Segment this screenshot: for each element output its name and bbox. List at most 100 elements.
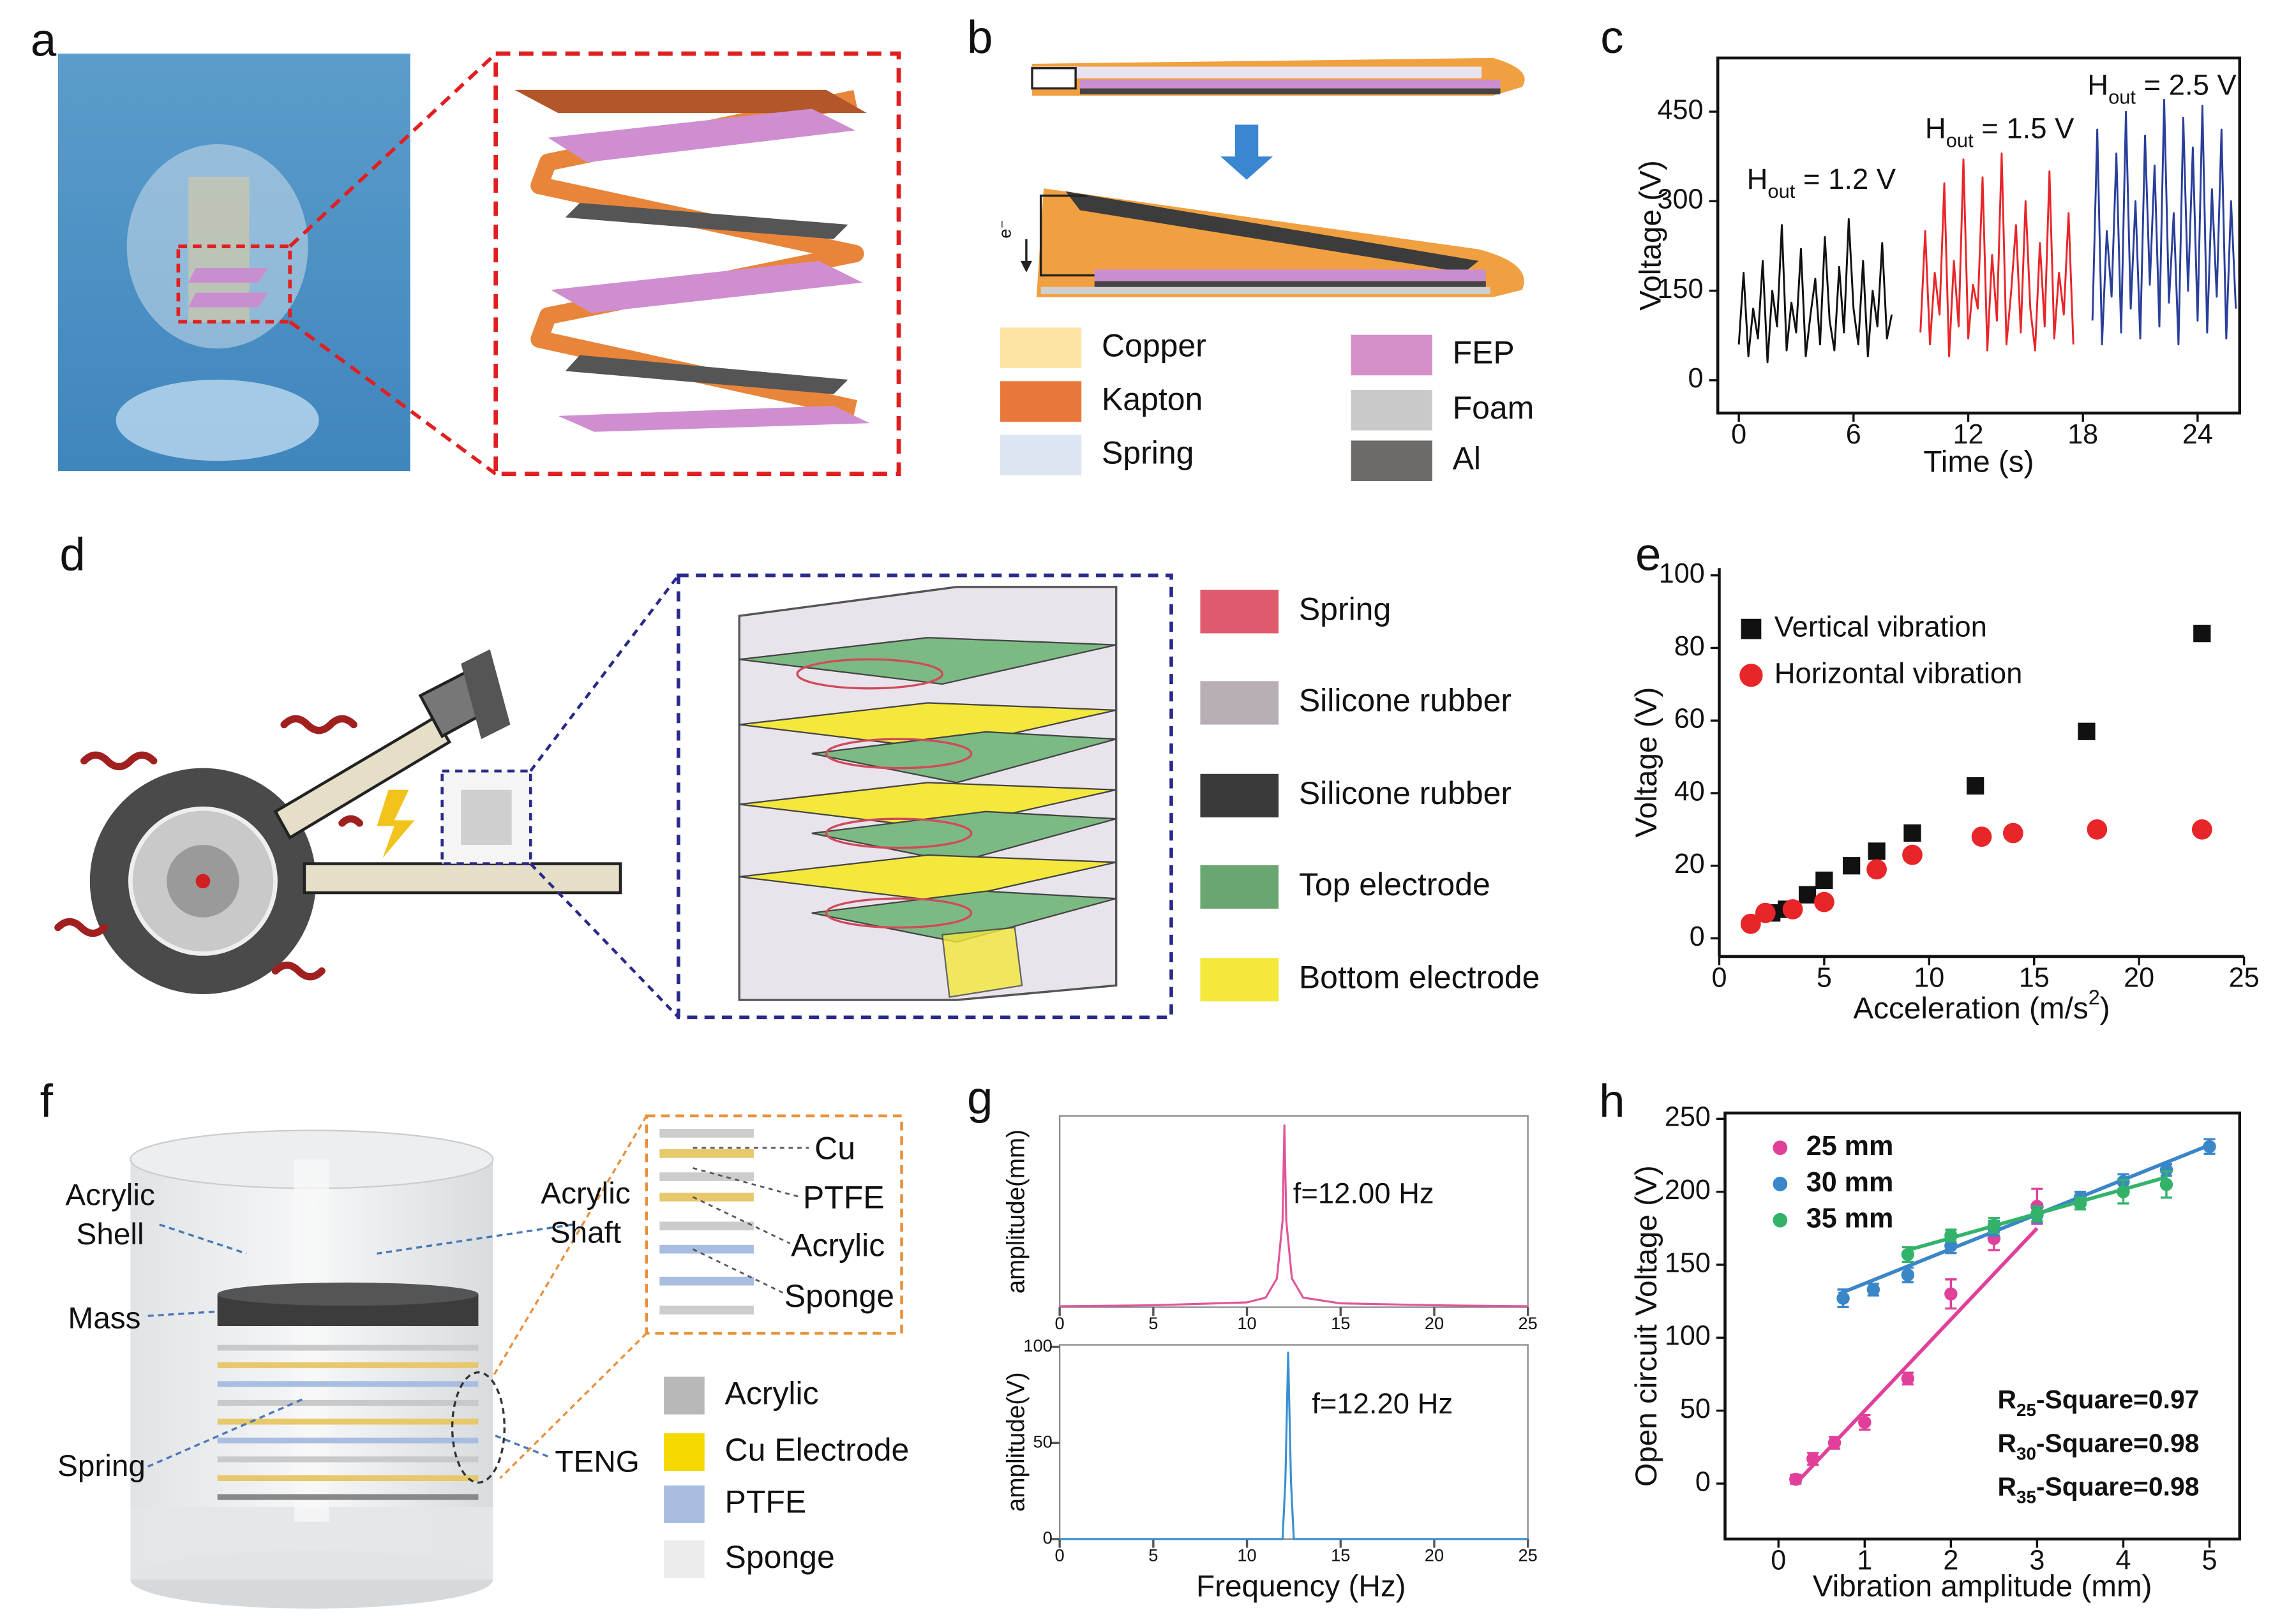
data-point	[1967, 777, 1984, 795]
legend-swatch	[664, 1433, 705, 1471]
annotation-part: out	[2108, 86, 2136, 108]
data-point	[1858, 1415, 1872, 1429]
annotation-part: R	[1998, 1385, 2017, 1414]
x-tick-label: 25	[1519, 1545, 1538, 1565]
legend-marker	[1741, 618, 1762, 639]
data-point	[1866, 859, 1887, 880]
y-tick-label: 0	[1690, 921, 1705, 952]
y-tick-label: 0	[1695, 1466, 1711, 1497]
data-point	[2203, 1140, 2216, 1154]
data-point	[2191, 819, 2212, 840]
legend-label: Vertical vibration	[1774, 611, 1987, 643]
y-tick-label: 40	[1674, 776, 1705, 807]
x-tick-label: 6	[1846, 419, 1861, 450]
x-tick-label: 12	[1953, 419, 1984, 450]
y-axis-label: amplitude(mm)	[1002, 1129, 1030, 1293]
data-point	[2030, 1207, 2044, 1221]
plot-frame	[1723, 1111, 2242, 1541]
legend-swatch	[1200, 590, 1279, 634]
legend-marker	[1773, 1177, 1788, 1191]
data-point	[2193, 625, 2211, 643]
annotation-part: -Square=0.97	[2036, 1385, 2200, 1414]
annotation-part: f=12.20 Hz	[1312, 1387, 1453, 1420]
annotation: R25-Square=0.97	[1998, 1385, 2200, 1420]
legend-label: Copper	[1102, 327, 1206, 363]
data-line	[1060, 1352, 1528, 1540]
legend-label: Silicone rubber	[1299, 683, 1512, 719]
legend-marker	[1773, 1212, 1788, 1228]
panel-a-illustration	[57, 51, 901, 477]
data-point	[1815, 871, 1833, 890]
legend-marker	[1739, 664, 1763, 687]
x-axis-label-part: Acceleration (m/s	[1853, 992, 2088, 1025]
data-point	[2078, 722, 2096, 740]
x-tick-label: 10	[1237, 1313, 1256, 1333]
data-point	[1944, 1229, 1958, 1242]
data-point	[1827, 1436, 1842, 1450]
x-tick-label: 18	[2067, 419, 2098, 450]
x-tick-label: 10	[1914, 963, 1944, 994]
annotation-part: = 1.5 V	[1974, 112, 2074, 144]
data-line	[1737, 218, 1893, 364]
data-point	[1944, 1287, 1958, 1300]
legend-label: Spring	[1102, 435, 1194, 470]
panel-b-illustration: e⁻	[994, 57, 1525, 297]
legend-marker	[1773, 1140, 1788, 1156]
data-point	[1789, 1472, 1803, 1486]
y-axis-label: Voltage (V)	[1630, 687, 1663, 838]
legend-label: FEP	[1453, 335, 1515, 371]
callout-label: Shaft	[550, 1216, 621, 1250]
annotation-part: out	[1767, 180, 1795, 202]
annotation: Hout = 2.5 V	[2087, 68, 2237, 108]
data-point	[2117, 1185, 2130, 1198]
legend-swatch	[1351, 389, 1432, 431]
annotation: R35-Square=0.98	[1998, 1471, 2200, 1507]
callout-label: Shell	[77, 1218, 144, 1251]
legend-label: Spring	[1299, 592, 1391, 627]
legend-swatch	[1351, 334, 1432, 376]
annotation: Hout = 1.2 V	[1747, 163, 1896, 202]
legend-label: Top electrode	[1299, 867, 1490, 902]
annotation-part: H	[2087, 68, 2108, 101]
legend-label: Cu Electrode	[725, 1432, 910, 1468]
data-line	[1919, 153, 2074, 357]
panel-letter: d	[59, 529, 85, 581]
y-tick-label: 450	[1658, 94, 1704, 125]
panel-letter: g	[967, 1072, 993, 1124]
annotation: f=12.20 Hz	[1312, 1387, 1453, 1420]
data-point	[1903, 824, 1921, 842]
x-tick-label: 0	[1055, 1545, 1065, 1565]
inset-label: Cu	[814, 1130, 855, 1166]
data-point	[1868, 842, 1886, 860]
x-axis-label-part: 2	[2089, 986, 2100, 1009]
annotation-part: -Square=0.98	[2036, 1428, 2200, 1457]
data-point	[2087, 819, 2108, 840]
legend-label: Kapton	[1102, 381, 1203, 417]
annotation: Hout = 1.5 V	[1925, 112, 2074, 151]
panel-letter: e	[1635, 529, 1661, 581]
y-tick-label: 100	[1023, 1336, 1052, 1355]
data-line	[1060, 1124, 1528, 1307]
legend-label: Acrylic	[725, 1375, 819, 1411]
data-point	[1843, 857, 1861, 875]
x-tick-label: 4	[2115, 1546, 2131, 1576]
y-axis-label: Voltage (V)	[1634, 160, 1668, 311]
x-axis-label: Frequency (Hz)	[1196, 1570, 1406, 1604]
legend-swatch	[1200, 865, 1279, 909]
y-tick-label: 0	[1688, 363, 1703, 394]
data-point	[1740, 913, 1761, 934]
panel-d-illustration	[54, 573, 1173, 1020]
annotation-part: 35	[2016, 1487, 2036, 1507]
panel-letter: c	[1600, 11, 1623, 63]
x-tick-label: 20	[2124, 963, 2154, 994]
callout-label: Spring	[57, 1449, 146, 1483]
legend-label: Horizontal vibration	[1774, 657, 2023, 689]
x-tick-label: 20	[1425, 1545, 1444, 1565]
panel-letter: b	[967, 11, 993, 63]
callout-label: Acrylic	[65, 1179, 154, 1212]
data-point	[2159, 1178, 2173, 1191]
inset-label: PTFE	[803, 1180, 885, 1216]
y-axis-label: amplitude(V)	[1002, 1372, 1030, 1512]
